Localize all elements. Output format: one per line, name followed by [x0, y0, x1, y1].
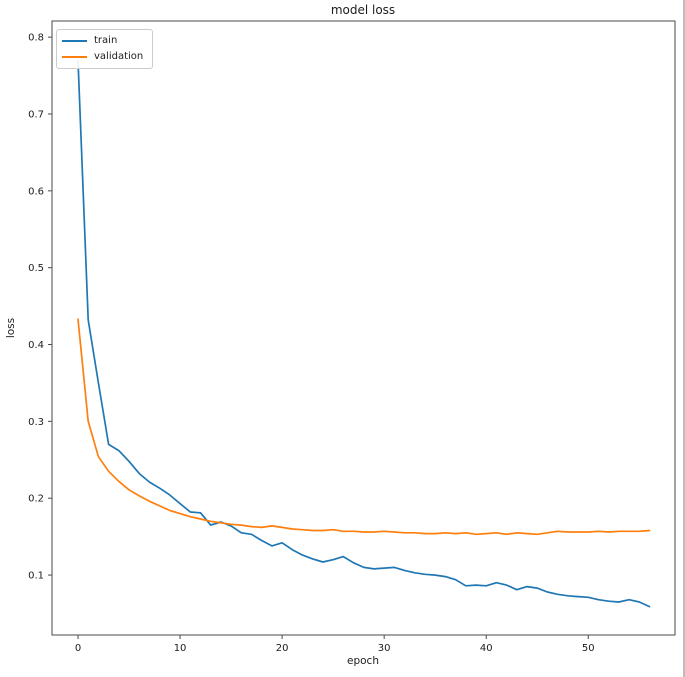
legend-label-train: train: [94, 35, 118, 46]
y-tick-label: 0.3: [28, 417, 44, 428]
y-tick-label: 0.8: [28, 33, 44, 44]
x-axis-label: epoch: [347, 655, 379, 667]
train-line-swatch: [62, 40, 87, 42]
x-tick-label: 10: [174, 643, 187, 654]
y-tick-label: 0.2: [28, 494, 44, 505]
y-tick-label: 0.4: [28, 340, 44, 351]
y-axis-label: loss: [5, 318, 17, 338]
validation-line: [77, 318, 651, 536]
x-tick-label: 40: [480, 643, 493, 654]
plot-border: [51, 20, 676, 636]
legend-item-train: train: [62, 35, 146, 47]
legend-item-validation: validation: [62, 51, 146, 63]
x-tick-label: 50: [582, 643, 595, 654]
legend: train validation: [56, 29, 153, 69]
y-tick-label: 0.6: [28, 186, 44, 197]
legend-label-validation: validation: [94, 51, 144, 62]
chart-title: model loss: [331, 3, 395, 17]
x-tick-label: 30: [378, 643, 391, 654]
y-tick-label: 0.1: [28, 571, 44, 582]
y-tick-label: 0.5: [28, 263, 44, 274]
x-tick-label: 0: [75, 643, 81, 654]
y-tick-label: 0.7: [28, 109, 44, 120]
train-line: [77, 59, 651, 608]
validation-line-swatch: [62, 56, 87, 58]
x-tick-label: 20: [276, 643, 289, 654]
